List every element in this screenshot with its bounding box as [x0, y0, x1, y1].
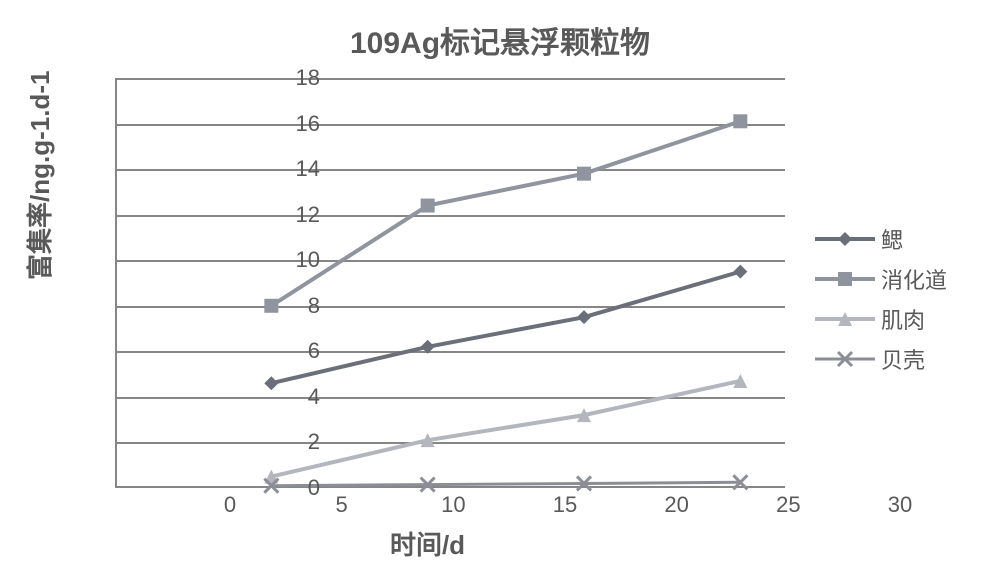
y-tick-label: 8 [280, 293, 320, 319]
series-marker [577, 310, 591, 324]
y-tick-label: 18 [280, 65, 320, 91]
chart-container: 109Ag标记悬浮颗粒物 富集率/ng.g-1.d-1 时间/d 0510152… [0, 0, 1000, 581]
series-marker [421, 340, 435, 354]
series-line [271, 482, 740, 485]
x-tick-label: 25 [776, 492, 800, 518]
chart-title: 109Ag标记悬浮颗粒物 [0, 18, 1000, 62]
x-tick-label: 15 [553, 492, 577, 518]
series-marker [733, 114, 747, 128]
legend-swatch [815, 265, 875, 293]
legend-item: 贝壳 [815, 345, 995, 373]
legend-label: 消化道 [881, 263, 947, 295]
series-line [271, 381, 740, 477]
series-marker [264, 299, 278, 313]
plot-wrap: 051015202530 [115, 78, 785, 488]
legend-swatch [815, 345, 875, 373]
y-tick-label: 10 [280, 247, 320, 273]
legend-swatch [815, 225, 875, 253]
y-tick-label: 6 [280, 338, 320, 364]
x-tick-label: 5 [336, 492, 348, 518]
y-tick-label: 14 [280, 156, 320, 182]
legend-item: 肌肉 [815, 305, 995, 333]
series-marker [421, 199, 435, 213]
y-tick-label: 0 [280, 475, 320, 501]
series-marker [264, 376, 278, 390]
legend-label: 鳃 [881, 223, 903, 255]
x-tick-label: 30 [888, 492, 912, 518]
x-tick-label: 10 [441, 492, 465, 518]
legend-label: 肌肉 [881, 303, 925, 335]
legend: 鳃消化道肌肉贝壳 [815, 225, 995, 385]
x-axis-title: 时间/d [0, 525, 855, 562]
x-tick-label: 20 [664, 492, 688, 518]
chart-svg [115, 78, 785, 488]
series-line [271, 272, 740, 384]
y-axis-title: 富集率/ng.g-1.d-1 [20, 71, 57, 280]
y-tick-label: 12 [280, 202, 320, 228]
series-marker [577, 167, 591, 181]
y-tick-label: 2 [280, 429, 320, 455]
legend-item: 消化道 [815, 265, 995, 293]
x-tick-label: 0 [224, 492, 236, 518]
legend-swatch [815, 305, 875, 333]
series-marker [733, 265, 747, 279]
legend-item: 鳃 [815, 225, 995, 253]
y-tick-label: 4 [280, 384, 320, 410]
series-line [271, 121, 740, 306]
y-axis-title-text: 富集率/ng.g-1.d-1 [25, 71, 55, 280]
legend-label: 贝壳 [881, 343, 925, 375]
y-tick-label: 16 [280, 111, 320, 137]
